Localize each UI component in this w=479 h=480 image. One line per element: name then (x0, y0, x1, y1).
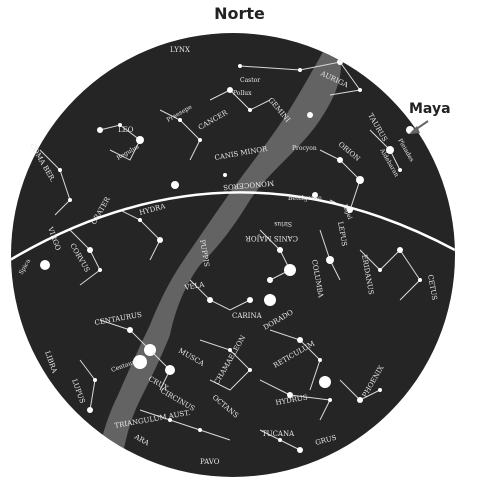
label-pollux: Pollux (233, 90, 252, 97)
label-leo: LEO (118, 126, 134, 134)
label-sirius: Sirius (274, 220, 292, 227)
label-vela: VELA (183, 280, 206, 292)
label-pavo: PAVO (200, 458, 220, 466)
label-castor: Castor (240, 77, 260, 84)
milky-way (95, 40, 341, 470)
label-rigel: Rigel (341, 203, 353, 220)
north-label: Norte (214, 4, 265, 23)
label-canis-major: CANIS MAJOR (245, 234, 298, 242)
maya-pointer (409, 120, 429, 134)
label-carina: CARINA (232, 312, 263, 320)
maya-label: Maya (409, 101, 451, 117)
sky-disc (11, 33, 455, 477)
horizon-line (11, 191, 455, 262)
label-lynx: LYNX (170, 46, 190, 54)
stars (40, 59, 422, 453)
label-betelgeuse: Betelgeuse (288, 195, 322, 202)
label-procyon: Procyon (292, 145, 317, 152)
label-tucana: TUCANA (262, 430, 295, 438)
